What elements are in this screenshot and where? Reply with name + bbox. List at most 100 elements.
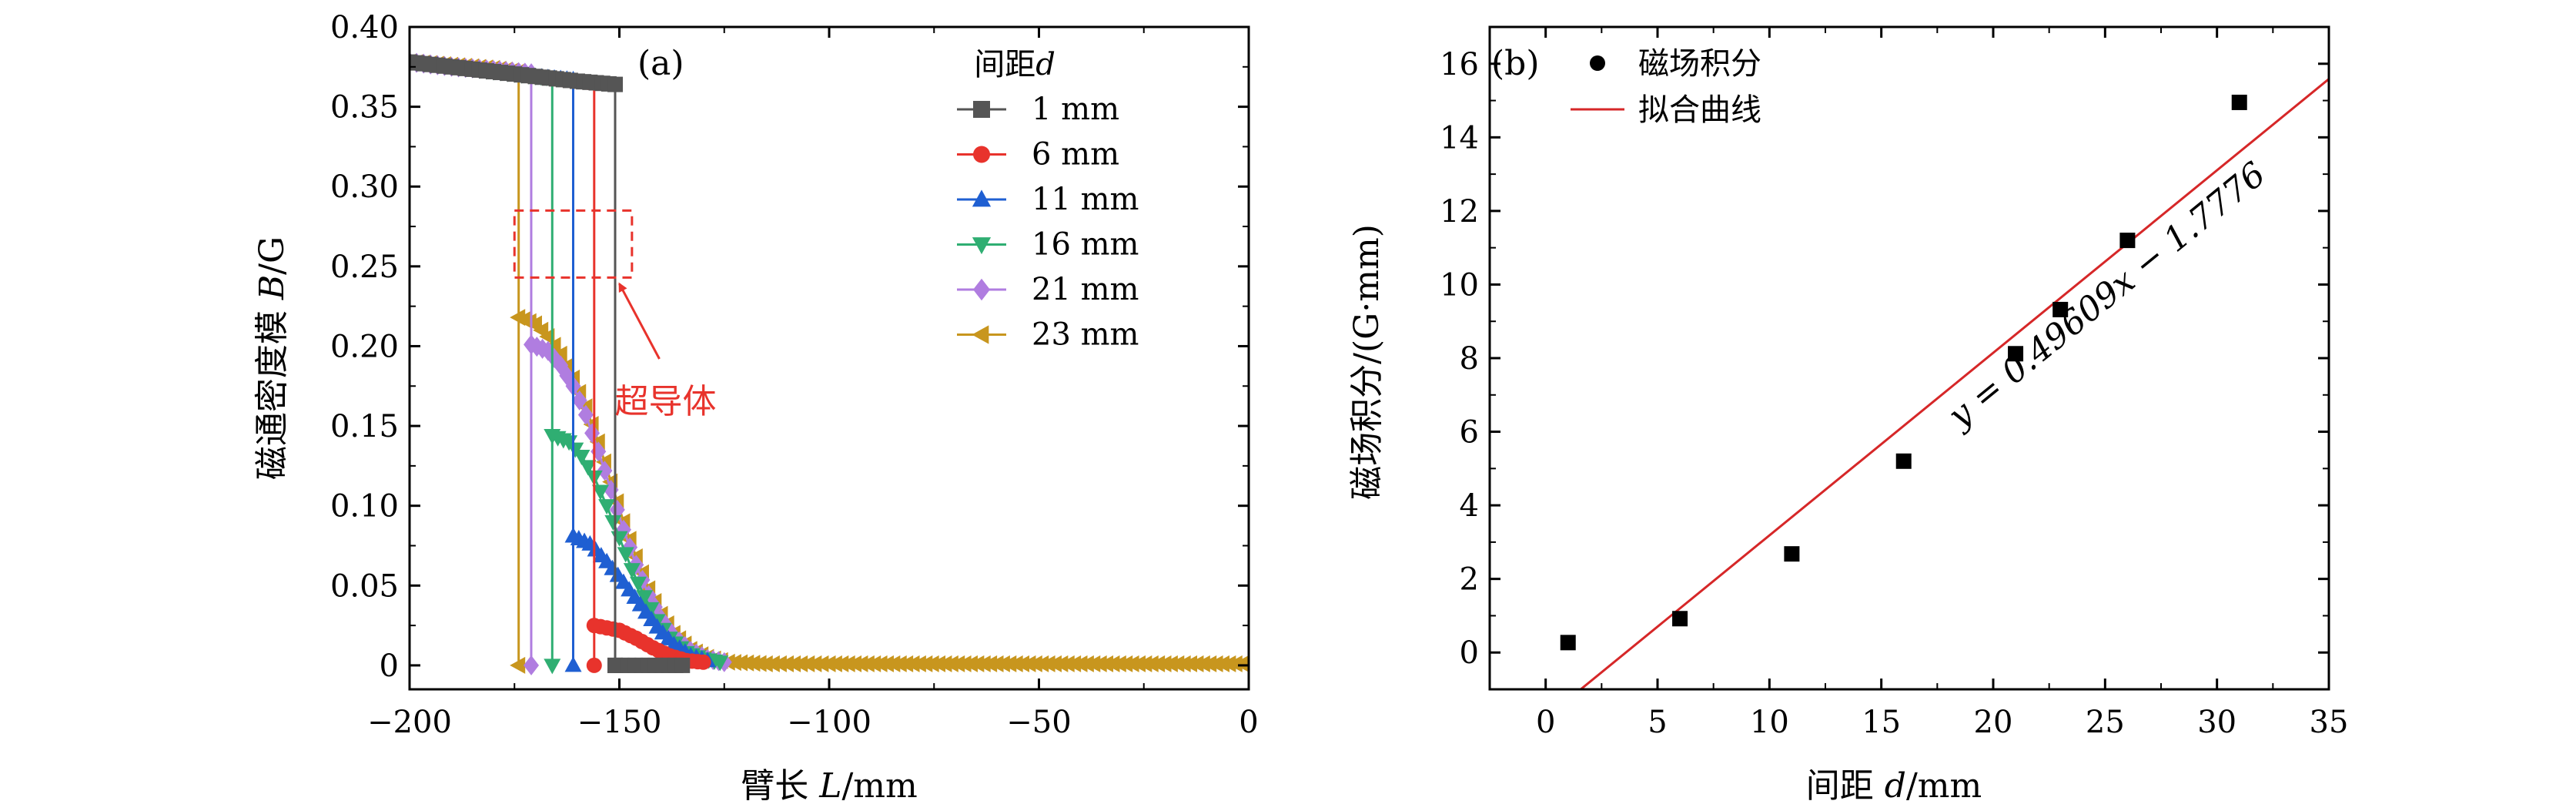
x-tick-label: 0 [1239, 705, 1258, 740]
data-point [573, 449, 590, 465]
y-tick-label: 8 [1460, 341, 1479, 377]
data-point [524, 655, 540, 675]
data-point [607, 76, 624, 92]
y-tick-label: 0 [380, 648, 399, 684]
panel-b-series-layer [1560, 78, 2329, 689]
data-point [544, 659, 561, 675]
data-point [579, 460, 597, 476]
legend-item: 拟合曲线 [1571, 92, 1761, 128]
legend-marker [1590, 55, 1605, 71]
data-point [598, 499, 616, 515]
panel-a: −200 −150 −100 −50 0 0 0.05 0.10 0.15 0.20 0.25 0.3… [253, 10, 1259, 806]
legend-label: 16 mm [1032, 227, 1139, 263]
x-tick-label: −100 [787, 705, 871, 740]
panel-b-x-axis-label: 间距 d/mm [1806, 766, 1982, 806]
data-point [1784, 546, 1800, 562]
legend-label: 6 mm [1032, 137, 1119, 173]
data-point [2008, 346, 2024, 362]
legend-item: 23 mm [957, 317, 1139, 353]
data-point [1560, 635, 1576, 651]
y-tick-label: 16 [1440, 47, 1479, 82]
panel-a-legend: 间距d 1 mm 6 mm 11 mm 16 mm 21 mm 23 mm [957, 47, 1139, 353]
panel-a-annotation: 超导体 [513, 209, 717, 421]
data-point [2119, 233, 2136, 249]
panel-a-label: (a) [637, 44, 684, 83]
data-point [591, 484, 609, 501]
fit-line [1578, 78, 2329, 689]
x-tick-label: 15 [1862, 705, 1901, 740]
panel-a-y-axis-label: 磁通密度模 B/G [253, 236, 292, 480]
legend-title: 间距d [974, 47, 1055, 82]
panel-a-series-layer [410, 52, 1249, 675]
panel-a-x-axis-label: 臂长 L/mm [741, 766, 918, 806]
data-point [623, 563, 641, 579]
legend-marker [972, 189, 992, 207]
legend-marker [973, 146, 990, 163]
x-tick-label: −200 [367, 705, 452, 740]
panel-b-y-axis-label: 磁场积分/(G·mm) [1347, 224, 1387, 500]
x-tick-label: 30 [2197, 705, 2236, 740]
legend-marker [973, 278, 990, 301]
panel-b-axis-ticks: 0 5 10 15 20 25 30 35 0 2 4 6 8 10 12 14 16 [1440, 27, 2348, 740]
y-tick-label: 0.35 [330, 90, 399, 126]
legend-label: 拟合曲线 [1638, 92, 1761, 128]
data-point [604, 514, 622, 531]
data-point [586, 657, 602, 673]
data-point [571, 390, 587, 411]
data-point [630, 576, 647, 592]
series-line [410, 61, 1249, 665]
y-tick-label: 4 [1460, 488, 1479, 524]
data-point [636, 590, 654, 606]
x-tick-label: 25 [2086, 705, 2125, 740]
y-tick-label: 12 [1440, 194, 1479, 230]
y-tick-label: 0 [1460, 635, 1479, 671]
x-tick-label: 35 [2310, 705, 2349, 740]
data-point [695, 654, 711, 670]
data-point [577, 404, 594, 425]
legend-item: 21 mm [957, 272, 1139, 307]
y-tick-label: 0.05 [330, 568, 399, 604]
data-point [617, 547, 634, 563]
data-point [711, 655, 729, 672]
x-tick-label: 10 [1750, 705, 1789, 740]
data-point [551, 345, 567, 363]
series-23-mm [410, 53, 1249, 674]
panel-b-label: (b) [1491, 44, 1540, 83]
y-tick-label: 0.15 [330, 409, 399, 444]
y-tick-label: 0.25 [330, 250, 399, 285]
data-point [2052, 301, 2069, 317]
y-tick-label: 0.30 [330, 169, 399, 205]
legend-label: 11 mm [1032, 182, 1139, 217]
legend-marker [972, 325, 989, 344]
data-point [584, 423, 601, 444]
legend-marker [973, 101, 990, 118]
data-point [1895, 453, 1912, 469]
legend-item: 6 mm [957, 137, 1119, 173]
data-point [609, 499, 625, 520]
data-point [564, 656, 582, 672]
legend-label: 21 mm [1032, 272, 1139, 307]
y-tick-label: 10 [1440, 267, 1479, 303]
data-point [1672, 611, 1688, 627]
fit-equation-label: y = 0.49609x − 1.7776 [1939, 155, 2273, 437]
data-point [539, 328, 555, 346]
legend-label: 1 mm [1032, 92, 1119, 127]
legend-item: 11 mm [957, 182, 1139, 217]
panel-b: 0 5 10 15 20 25 30 35 0 2 4 6 8 10 12 14 16 (b) 磁场积分拟合曲线… [1347, 25, 2348, 806]
y-tick-label: 0.40 [330, 10, 399, 45]
y-tick-label: 6 [1460, 415, 1479, 451]
x-tick-label: −150 [577, 705, 662, 740]
legend-label: 23 mm [1032, 317, 1139, 353]
legend-item: 磁场积分 [1590, 46, 1761, 82]
legend-item: 16 mm [957, 227, 1139, 263]
x-tick-label: −50 [1006, 705, 1071, 740]
legend-label: 磁场积分 [1638, 46, 1761, 82]
y-tick-label: 2 [1460, 562, 1479, 598]
y-tick-label: 14 [1440, 120, 1479, 156]
x-tick-label: 20 [1974, 705, 2013, 740]
panel-a-frame [408, 25, 1250, 691]
series-21-mm [410, 52, 732, 675]
data-point [674, 657, 691, 673]
